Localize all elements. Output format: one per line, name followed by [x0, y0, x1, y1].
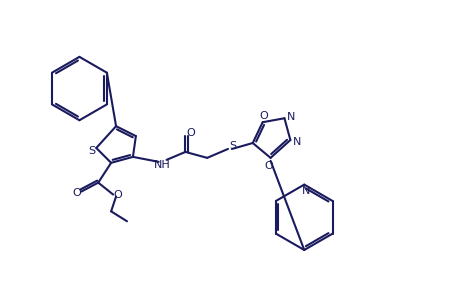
Text: O: O: [186, 128, 195, 138]
Text: O: O: [114, 190, 123, 199]
Text: O: O: [259, 111, 268, 121]
Text: S: S: [229, 141, 237, 151]
Text: O: O: [72, 188, 81, 198]
Text: S: S: [89, 146, 96, 156]
Text: N: N: [287, 112, 296, 122]
Text: NH: NH: [154, 160, 171, 170]
Text: O: O: [264, 161, 273, 171]
Text: N: N: [293, 137, 301, 147]
Text: N: N: [302, 186, 311, 196]
